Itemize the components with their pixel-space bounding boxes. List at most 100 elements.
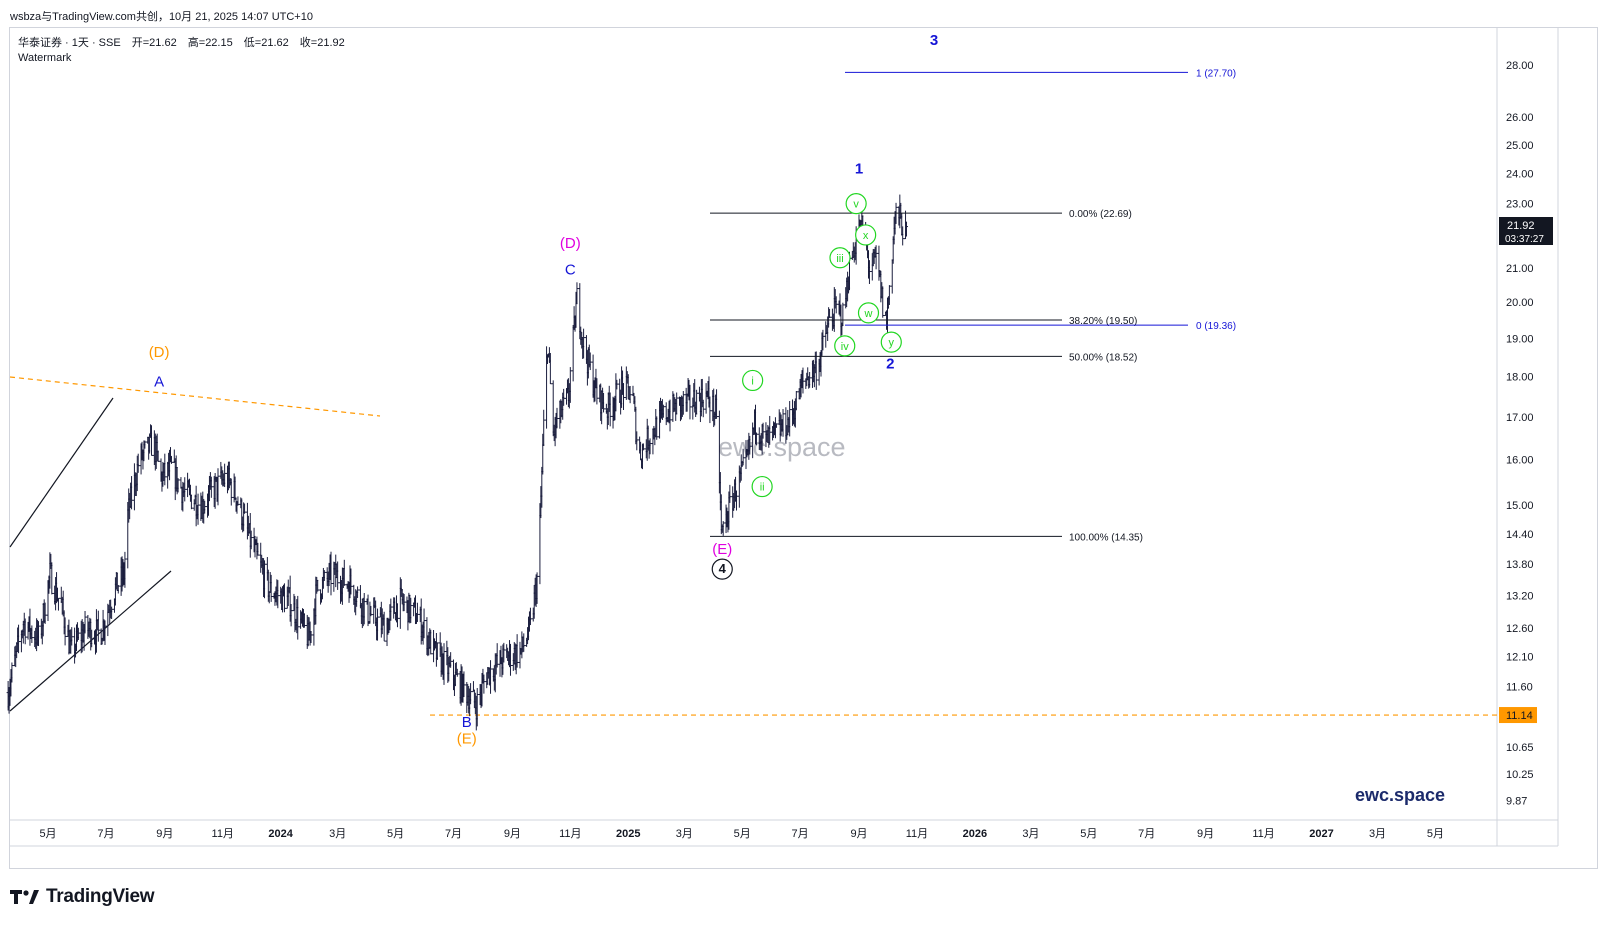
wave-circle	[845, 192, 867, 215]
wave-label: B	[462, 714, 472, 731]
support-level-box	[1499, 707, 1537, 724]
low-value: 低=21.62	[243, 37, 289, 49]
time-axis-tick: 3月	[1022, 828, 1039, 840]
fib-level-label: 0.00% (22.69)	[1069, 209, 1132, 220]
price-axis-tick: 13.20	[1506, 590, 1534, 602]
wave-label: (E)	[457, 730, 477, 747]
watermark-label: Watermark	[18, 52, 72, 64]
time-axis-tick: 3月	[1369, 828, 1386, 840]
wave-label: 3	[930, 32, 938, 49]
price-axis-tick: 14.40	[1506, 529, 1534, 541]
wave-circle-label: w	[864, 308, 873, 320]
symbol-name[interactable]: 华泰证券 · 1天 · SSE	[18, 37, 121, 49]
candlestick-series	[6, 194, 908, 731]
countdown-label: 03:37:27	[1505, 234, 1544, 245]
wave-circle	[829, 247, 851, 269]
wave-circle-label: i	[751, 375, 753, 387]
time-axis-tick: 5月	[1080, 828, 1097, 840]
close-value: 收=21.92	[299, 37, 345, 49]
center-watermark: ewc.space	[718, 432, 846, 462]
wave-circle	[711, 558, 733, 580]
wave-circle	[857, 302, 880, 324]
time-axis-tick: 2027	[1309, 828, 1333, 840]
time-axis-tick: 5月	[734, 828, 751, 840]
time-axis-tick: 9月	[504, 828, 521, 840]
price-axis-tick: 19.00	[1506, 333, 1534, 345]
time-axis-tick: 5月	[39, 828, 56, 840]
time-axis-tick: 2026	[963, 828, 987, 840]
current-price-label: 21.92	[1507, 220, 1535, 232]
wave-label: (D)	[149, 344, 170, 361]
wave-circle-label: y	[889, 337, 895, 349]
open-value: 开=21.62	[131, 37, 177, 49]
wave-label: 1	[855, 161, 863, 178]
price-axis-tick: 12.60	[1506, 623, 1534, 635]
fib-level-label: 100.00% (14.35)	[1069, 532, 1143, 543]
time-axis-tick: 11月	[212, 828, 234, 840]
time-axis-tick: 3月	[676, 828, 693, 840]
wave-circle-label: iii	[836, 253, 843, 265]
high-value: 高=22.15	[187, 37, 233, 49]
time-axis-tick: 7月	[1138, 828, 1155, 840]
wave-label: 2	[886, 356, 894, 373]
time-axis-tick: 5月	[1427, 828, 1444, 840]
wave-label: (D)	[560, 235, 581, 252]
wave-circle-label: x	[863, 230, 869, 242]
wave-label: A	[154, 373, 164, 390]
price-axis-tick: 23.00	[1506, 199, 1534, 211]
wave-circle	[880, 331, 902, 353]
price-axis-tick: 21.00	[1506, 263, 1534, 275]
time-axis-tick: 9月	[156, 828, 173, 840]
price-axis-tick: 11.60	[1506, 681, 1533, 693]
price-axis-tick: 26.00	[1506, 112, 1534, 124]
price-axis-tick: 25.00	[1506, 140, 1534, 152]
fib-extension-label: 1 (27.70)	[1196, 68, 1236, 79]
tradingview-icon	[10, 890, 39, 904]
channel-upper-line	[9, 397, 114, 548]
wave-label: (E)	[712, 541, 732, 558]
tradingview-logo[interactable]: TradingView	[10, 886, 155, 908]
wave-circle-label: ii	[760, 482, 765, 494]
time-axis-tick: 7月	[445, 828, 462, 840]
time-axis-tick: 11月	[1252, 828, 1274, 840]
fib-level-label: 38.20% (19.50)	[1069, 316, 1137, 327]
orange-dashed-trendline	[9, 376, 381, 417]
price-axis-tick: 10.65	[1506, 742, 1534, 754]
chart-header: wsbza与TradingView.com共创，10月 21, 2025 14:…	[10, 11, 313, 23]
wave-circle	[834, 335, 856, 357]
price-axis-tick: 9.87	[1506, 795, 1527, 807]
time-axis-tick: 2025	[616, 828, 640, 840]
tradingview-brand: TradingView	[46, 886, 155, 907]
price-axis-tick: 20.00	[1506, 297, 1534, 309]
wave-circle	[855, 224, 877, 246]
time-axis-tick: 11月	[906, 828, 928, 840]
fib-extension-label: 0 (19.36)	[1196, 321, 1236, 332]
fib-level-label: 50.00% (18.52)	[1069, 352, 1137, 363]
wave-circle-label: v	[853, 199, 859, 211]
price-axis-tick: 17.00	[1506, 412, 1534, 424]
time-axis-tick: 3月	[329, 828, 346, 840]
price-axis-tick: 15.00	[1506, 500, 1534, 512]
symbol-legend: 华泰证券 · 1天 · SSE 开=21.62 高=22.15 低=21.62 …	[18, 34, 353, 50]
time-axis-tick: 9月	[1197, 828, 1214, 840]
time-axis-tick: 7月	[97, 828, 114, 840]
corner-watermark: ewc.space	[1355, 785, 1445, 805]
time-axis-tick: 11月	[559, 828, 581, 840]
price-axis-tick: 13.80	[1506, 559, 1534, 571]
time-axis-tick: 2024	[268, 828, 293, 840]
wave-label: C	[565, 262, 576, 279]
price-axis-tick: 18.00	[1506, 372, 1534, 384]
support-level-label: 11.14	[1506, 710, 1533, 722]
wave-circle	[742, 369, 764, 392]
chart-frame	[9, 27, 1598, 869]
price-axis-tick: 12.10	[1506, 652, 1534, 664]
time-axis-tick: 7月	[792, 828, 809, 840]
time-axis-tick: 5月	[387, 828, 404, 840]
time-axis-tick: 9月	[850, 828, 867, 840]
wave-circle-label: iv	[841, 341, 849, 353]
current-price-box	[1499, 217, 1553, 245]
price-axis-tick: 28.00	[1506, 60, 1534, 72]
price-axis-tick: 10.25	[1506, 769, 1534, 781]
wave-circle	[751, 475, 773, 498]
